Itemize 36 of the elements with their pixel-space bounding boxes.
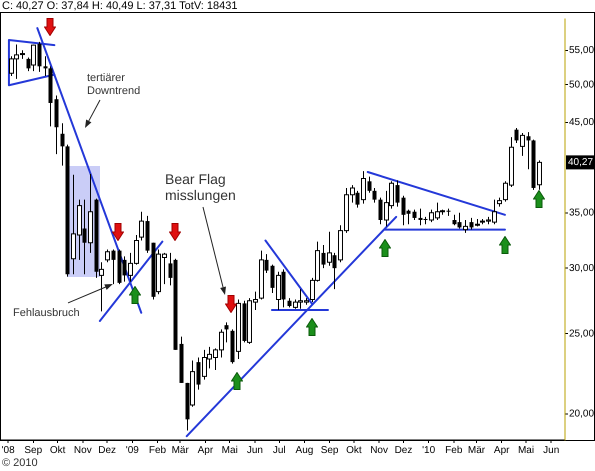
x-tick-label: Dez — [394, 444, 412, 456]
x-tick-label: '10 — [422, 444, 436, 456]
x-tick-label: Dez — [98, 444, 116, 456]
x-tick-label: '09 — [126, 444, 140, 456]
annotation: 40,27 — [568, 157, 594, 168]
x-tick-label: Jul — [272, 444, 286, 456]
x-tick-label: Jun — [543, 444, 560, 456]
x-tick-label: Nov — [370, 444, 388, 456]
x-tick-label: Nov — [74, 444, 92, 456]
annotation: Fehlausbruch — [13, 307, 81, 320]
y-tick-label: 45,00 — [569, 117, 594, 128]
x-tick-label: Apr — [494, 444, 510, 456]
text: © 2010 — [2, 457, 39, 470]
x-tick-label: Mär — [172, 444, 190, 456]
x-tick-label: Feb — [445, 444, 463, 456]
annotation: tertiärer Downtrend — [87, 72, 142, 98]
annotation: Bear Flag misslungen — [165, 171, 237, 204]
x-tick-label: Jun — [246, 444, 263, 456]
x-tick-label: '08 — [2, 444, 16, 456]
x-tick-label: Mai — [518, 444, 534, 456]
x-tick-label: Okt — [346, 444, 362, 456]
x-tick-label: Mai — [222, 444, 238, 456]
chart-title: C: 40,27 O: 37,84 H: 40,49 L: 37,31 TotV: 18431 — [2, 0, 238, 12]
y-tick-label: 30,00 — [569, 262, 594, 274]
y-tick-label: 20,00 — [569, 408, 594, 420]
y-tick-label: 35,00 — [569, 208, 594, 218]
y-tick-label: 25,00 — [569, 328, 594, 340]
x-tick-label: Sep — [320, 444, 339, 456]
y-tick-label: 50,00 — [569, 79, 594, 90]
x-tick-label: Sep — [24, 444, 43, 456]
x-tick-label: Feb — [148, 444, 167, 456]
x-tick-label: Aug — [296, 444, 314, 456]
x-tick-label: Okt — [50, 444, 66, 456]
y-tick-label: 55,00 — [569, 45, 594, 56]
x-tick-label: Apr — [198, 444, 214, 456]
x-tick-label: Mär — [468, 444, 486, 456]
